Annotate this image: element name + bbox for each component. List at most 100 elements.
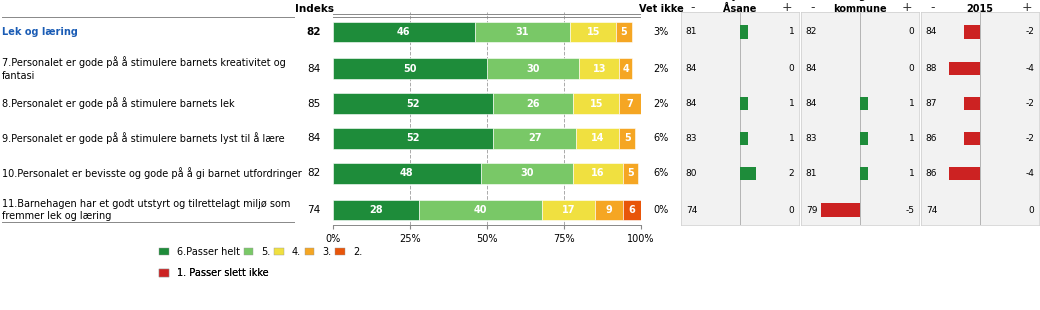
- Text: 10.Personalet er bevisste og gode på å gi barnet utfordringer: 10.Personalet er bevisste og gode på å g…: [2, 167, 302, 179]
- Text: -: -: [931, 1, 935, 14]
- Text: -4: -4: [1025, 64, 1034, 73]
- Text: 7: 7: [627, 99, 633, 108]
- Text: 17: 17: [562, 205, 575, 215]
- Text: 52: 52: [407, 99, 420, 108]
- Text: 84: 84: [685, 64, 697, 73]
- Text: 4: 4: [622, 64, 629, 73]
- Text: 0: 0: [788, 206, 795, 215]
- Text: 0%: 0%: [653, 205, 669, 215]
- Text: 0: 0: [1029, 206, 1034, 215]
- Text: 3%: 3%: [653, 27, 669, 37]
- Text: 1: 1: [909, 134, 914, 143]
- Text: 82: 82: [307, 27, 321, 37]
- Text: 74: 74: [685, 206, 697, 215]
- Bar: [333, 200, 419, 220]
- Text: 8.Personalet er gode på å stimulere barnets lek: 8.Personalet er gode på å stimulere barn…: [2, 98, 235, 109]
- Text: 30: 30: [526, 64, 540, 73]
- Text: -: -: [691, 1, 695, 14]
- Text: 46: 46: [397, 27, 411, 37]
- Text: 86: 86: [926, 169, 937, 178]
- Bar: [333, 128, 493, 149]
- Text: 2%: 2%: [653, 99, 669, 108]
- Text: -2: -2: [1025, 28, 1034, 37]
- Text: 84: 84: [926, 28, 937, 37]
- Bar: [740, 167, 756, 180]
- Text: Bergen
kommune: Bergen kommune: [833, 0, 887, 14]
- Bar: [480, 163, 573, 184]
- Text: -5: -5: [905, 206, 914, 215]
- Legend: 1. Passer slett ikke: 1. Passer slett ikke: [159, 268, 268, 278]
- Text: 31: 31: [516, 27, 529, 37]
- Text: 28: 28: [369, 205, 383, 215]
- Bar: [948, 62, 980, 75]
- Bar: [573, 93, 620, 114]
- Bar: [964, 25, 980, 39]
- Text: Bydel
Åsane: Bydel Åsane: [723, 0, 757, 14]
- Text: 81: 81: [685, 28, 697, 37]
- Text: 1: 1: [909, 169, 914, 178]
- Text: 6: 6: [628, 205, 635, 215]
- Bar: [623, 200, 641, 220]
- Bar: [333, 58, 487, 79]
- Bar: [740, 132, 748, 145]
- Text: 48: 48: [400, 168, 414, 179]
- Text: 2015: 2015: [966, 4, 993, 14]
- Text: Lek og læring: Lek og læring: [2, 27, 78, 37]
- Bar: [740, 25, 748, 39]
- Bar: [493, 128, 576, 149]
- Text: 84: 84: [806, 99, 817, 108]
- Bar: [740, 97, 748, 110]
- Text: 1: 1: [788, 134, 795, 143]
- Text: 82: 82: [308, 168, 320, 179]
- Bar: [419, 200, 543, 220]
- Text: 84: 84: [308, 64, 320, 73]
- Text: 74: 74: [926, 206, 937, 215]
- Text: 80: 80: [685, 169, 697, 178]
- Text: Vet ikke: Vet ikke: [639, 4, 683, 14]
- Bar: [493, 93, 573, 114]
- Bar: [573, 163, 623, 184]
- Text: 15: 15: [590, 99, 603, 108]
- Text: 86: 86: [926, 134, 937, 143]
- Bar: [333, 22, 474, 42]
- Text: 83: 83: [685, 134, 697, 143]
- Bar: [620, 128, 634, 149]
- Bar: [333, 163, 480, 184]
- Text: +: +: [1022, 1, 1033, 14]
- Text: 84: 84: [685, 99, 697, 108]
- Text: -2: -2: [1025, 99, 1034, 108]
- Text: 1: 1: [788, 28, 795, 37]
- Text: 9.Personalet er gode på å stimulere barnets lyst til å lære: 9.Personalet er gode på å stimulere barn…: [2, 132, 285, 144]
- Text: 2: 2: [788, 169, 795, 178]
- Text: 1: 1: [909, 99, 914, 108]
- Text: 0: 0: [909, 28, 914, 37]
- Text: 2%: 2%: [653, 64, 669, 73]
- Text: 50: 50: [404, 64, 417, 73]
- Text: 0: 0: [909, 64, 914, 73]
- Text: 87: 87: [926, 99, 937, 108]
- Bar: [595, 200, 623, 220]
- Text: 81: 81: [806, 169, 817, 178]
- Text: +: +: [782, 1, 792, 14]
- Bar: [576, 128, 620, 149]
- Bar: [617, 22, 631, 42]
- Bar: [964, 97, 980, 110]
- Bar: [860, 132, 867, 145]
- Bar: [543, 200, 595, 220]
- Text: 13: 13: [593, 64, 606, 73]
- Bar: [620, 93, 641, 114]
- Bar: [860, 167, 867, 180]
- Text: 5: 5: [627, 168, 633, 179]
- Bar: [964, 132, 980, 145]
- Text: 27: 27: [528, 134, 542, 144]
- Text: -4: -4: [1025, 169, 1034, 178]
- Text: 5: 5: [621, 27, 627, 37]
- Text: 79: 79: [806, 206, 817, 215]
- Text: 14: 14: [591, 134, 604, 144]
- Text: 26: 26: [526, 99, 540, 108]
- Text: 84: 84: [308, 134, 320, 144]
- Text: 5: 5: [624, 134, 630, 144]
- Bar: [579, 58, 620, 79]
- Text: 52: 52: [407, 134, 420, 144]
- Text: 88: 88: [926, 64, 937, 73]
